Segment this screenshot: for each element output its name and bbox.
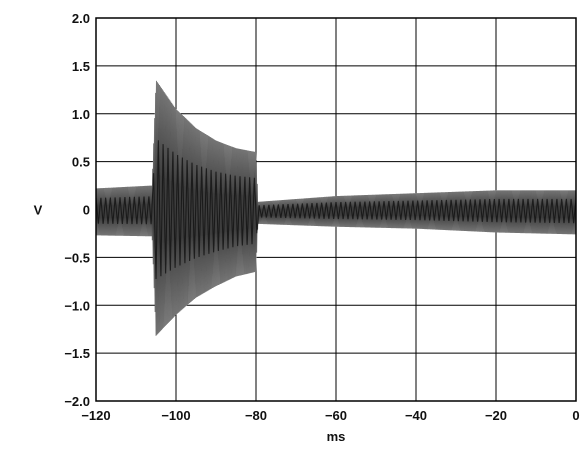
y-tick-label: 1.0 (72, 107, 90, 122)
plot-frame (95, 17, 577, 402)
y-tick-label: 1.5 (72, 59, 90, 74)
y-tick-label: 2.0 (72, 11, 90, 26)
y-tick-label: 0 (83, 203, 90, 218)
x-axis-label: ms (327, 429, 346, 444)
x-tick-label: −100 (161, 408, 190, 423)
x-tick-label: −60 (325, 408, 347, 423)
x-tick-label: −80 (245, 408, 267, 423)
y-tick-label: −1.0 (64, 298, 90, 313)
y-axis-label: V (34, 203, 43, 218)
y-tick-label: 0.5 (72, 155, 90, 170)
y-tick-label: −1.5 (64, 346, 90, 361)
signal-core-line (95, 140, 577, 280)
y-tick-label: −0.5 (64, 250, 90, 265)
x-tick-label: −40 (405, 408, 427, 423)
x-tick-label: −120 (81, 408, 110, 423)
x-tick-label: −20 (485, 408, 507, 423)
y-tick-labels: 2.0 1.5 1.0 0.5 0 −0.5 −1.0 −1.5 −2.0 (64, 11, 90, 409)
x-tick-label: 0 (572, 408, 579, 423)
signal-trace (95, 80, 577, 336)
y-tick-label: −2.0 (64, 394, 90, 409)
x-tick-labels: −120 −100 −80 −60 −40 −20 0 (81, 408, 579, 423)
